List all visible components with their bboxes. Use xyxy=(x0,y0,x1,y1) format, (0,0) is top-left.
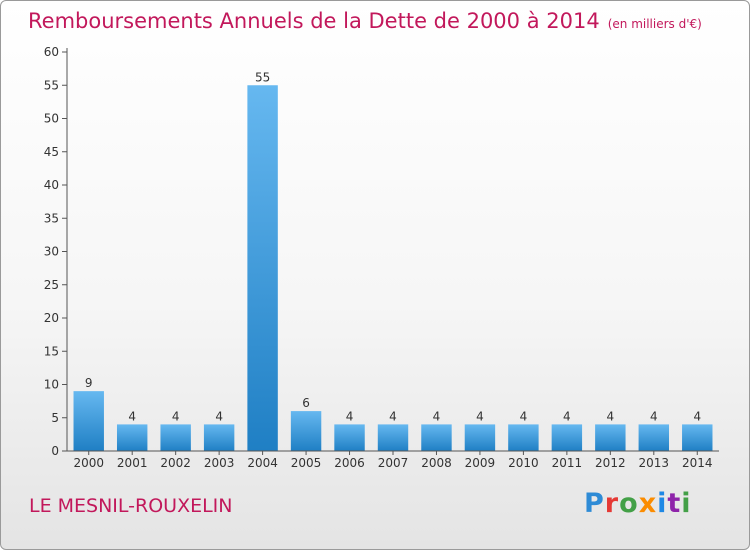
bar-2005 xyxy=(290,411,322,451)
y-tick-label: 45 xyxy=(44,145,59,159)
logo-letter: r xyxy=(604,488,620,519)
bar-2009 xyxy=(464,424,496,451)
data-label-2002: 4 xyxy=(172,409,180,423)
logo-letter: P xyxy=(584,488,605,519)
data-label-2010: 4 xyxy=(520,409,528,423)
data-label-2012: 4 xyxy=(607,409,615,423)
y-tick-label: 10 xyxy=(44,378,59,392)
x-axis: 2000 2001 2002 2003 2004 2005 2006 2007 2008 2009… xyxy=(67,450,719,470)
data-label-2000: 9 xyxy=(85,376,93,390)
y-tick-label: 60 xyxy=(44,45,59,59)
y-tick-label: 40 xyxy=(44,178,59,192)
x-tick-label-2006: 2006 xyxy=(334,456,365,470)
unit-label: (en milliers d'€) xyxy=(607,17,702,31)
commune-name: LE MESNIL-ROUXELIN xyxy=(29,495,233,517)
logo-letter: x xyxy=(638,488,658,519)
bar-2001 xyxy=(116,424,148,451)
y-tick-label: 15 xyxy=(44,344,59,358)
proxiti-logo: Proxiti xyxy=(584,488,692,519)
y-tick-label: 55 xyxy=(44,78,59,92)
x-tick-label-2009: 2009 xyxy=(465,456,496,470)
y-tick-label: 25 xyxy=(44,278,59,292)
bar-series: 9 4 4 4 55 6 4 4 4 4 4 4 4 4 4 xyxy=(73,70,713,451)
bar-2014 xyxy=(682,424,713,451)
x-tick-label-2012: 2012 xyxy=(595,456,626,470)
x-tick-label-2005: 2005 xyxy=(291,456,322,470)
bar-2004 xyxy=(247,85,278,451)
y-tick-label: 50 xyxy=(44,112,59,126)
bar-2008 xyxy=(421,424,452,451)
data-label-2004: 55 xyxy=(255,70,270,84)
x-tick-label-2007: 2007 xyxy=(378,456,409,470)
x-tick-label-2013: 2013 xyxy=(639,456,670,470)
data-label-2001: 4 xyxy=(128,409,136,423)
data-label-2011: 4 xyxy=(563,409,571,423)
bar-2013 xyxy=(638,424,670,451)
y-tick-label: 5 xyxy=(51,411,59,425)
data-label-2008: 4 xyxy=(433,409,441,423)
y-tick-label: 35 xyxy=(44,211,59,225)
data-label-2007: 4 xyxy=(389,409,397,423)
x-tick-label-2010: 2010 xyxy=(508,456,539,470)
chart-title: Remboursements Annuels de la Dette de 20… xyxy=(28,9,702,33)
data-label-2003: 4 xyxy=(215,409,223,423)
y-tick-label: 0 xyxy=(51,444,59,458)
logo-letter: o xyxy=(619,488,639,519)
data-label-2009: 4 xyxy=(476,409,484,423)
x-tick-label-2002: 2002 xyxy=(160,456,191,470)
y-axis: 0 5 10 15 20 25 30 35 40 45 50 55 60 xyxy=(44,45,68,458)
bar-2007 xyxy=(377,424,409,451)
x-tick-label-2004: 2004 xyxy=(247,456,278,470)
logo-letter: i xyxy=(657,488,668,519)
y-tick-label: 30 xyxy=(44,245,59,259)
bar-2010 xyxy=(508,424,539,451)
x-tick-label-2000: 2000 xyxy=(73,456,104,470)
data-label-2013: 4 xyxy=(650,409,658,423)
x-tick-label-2008: 2008 xyxy=(421,456,452,470)
title-text: Remboursements Annuels de la Dette de 20… xyxy=(28,9,600,33)
logo-letter: t xyxy=(667,488,682,519)
x-tick-label-2003: 2003 xyxy=(204,456,235,470)
bar-2002 xyxy=(160,424,191,451)
bar-2011 xyxy=(551,424,583,451)
x-tick-label-2011: 2011 xyxy=(552,456,583,470)
data-label-2006: 4 xyxy=(346,409,354,423)
bar-2012 xyxy=(595,424,626,451)
y-tick-label: 20 xyxy=(44,311,59,325)
data-label-2005: 6 xyxy=(302,396,310,410)
x-tick-label-2001: 2001 xyxy=(117,456,148,470)
x-tick-label-2014: 2014 xyxy=(682,456,713,470)
logo-letter: i xyxy=(681,488,692,519)
bar-2003 xyxy=(203,424,235,451)
bar-2006 xyxy=(334,424,365,451)
data-label-2014: 4 xyxy=(693,409,701,423)
bar-2000 xyxy=(73,391,104,451)
